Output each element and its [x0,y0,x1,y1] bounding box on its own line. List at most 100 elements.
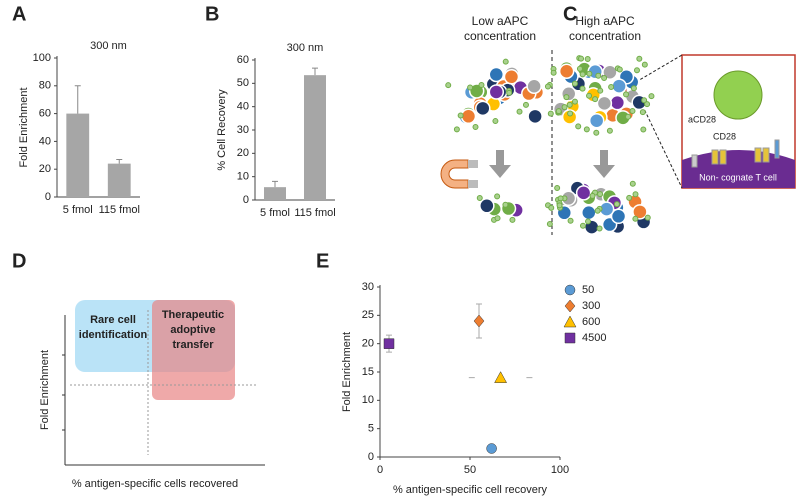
panel-letter: A [12,3,26,25]
bead [457,112,464,119]
inset-label: CD28 [713,131,736,141]
legend-marker [564,332,576,344]
bead [630,85,637,92]
bead [578,55,585,62]
bead [550,69,557,76]
y-axis-label: Fold Enrichment [39,350,51,430]
bead [595,72,602,79]
bead [636,55,643,62]
cell [503,69,520,85]
arrow [593,150,615,178]
bead [623,91,630,98]
bead [453,126,460,133]
y-tick-label: 25 [362,309,374,321]
bead [633,67,640,74]
point [473,314,485,328]
x-axis-label: % antigen-specific cells recovered [72,478,238,490]
panel-letter: D [12,250,26,272]
bead [476,194,483,201]
cell [479,198,495,214]
x-axis-label: % antigen-specific cell recovery [393,484,548,496]
bead [594,207,601,214]
y-tick-label: 30 [237,124,249,136]
y-tick-label: 30 [362,281,374,293]
bead [472,123,479,130]
bead [629,107,636,114]
ticks [62,354,65,431]
bead [567,110,574,117]
bar [107,163,131,197]
bead [641,97,648,104]
panel-letter: B [205,3,219,25]
y-tick-label: 60 [39,108,51,120]
cell [611,78,627,94]
cell [561,109,578,125]
y-tick-label: 10 [237,171,249,183]
bead [544,83,551,90]
column-label: concentration [464,29,536,43]
error-bar [312,67,318,76]
bead [601,74,608,81]
bead [586,70,593,77]
bead [576,65,583,72]
region-label: Therapeutic [162,309,224,321]
cell [596,95,613,112]
bead [592,96,599,103]
legend-marker [564,299,576,313]
bead [613,201,620,208]
bead [629,180,636,187]
legend-label: 600 [582,316,600,328]
y-tick-label: 80 [39,80,51,92]
bead [644,214,651,221]
y-tick-label: 20 [362,338,374,350]
cell [488,66,505,83]
aapc [713,70,763,120]
cell [581,204,597,221]
cell [527,108,543,125]
bead [597,191,604,198]
cell [558,63,575,80]
x-tick-label: 5 fmol [260,207,290,219]
point [494,371,508,383]
bead [641,61,648,68]
chart-title: 300 nm [90,40,127,52]
bead [506,89,513,96]
column-label: concentration [569,29,641,43]
bar [304,75,326,200]
cell [588,112,605,129]
bead [608,83,615,90]
y-tick-label: 40 [39,135,51,147]
bar [264,187,286,200]
region-label: Rare cell [90,314,136,326]
cell [632,204,648,220]
x-tick-label: 100 [551,464,569,476]
y-tick-label: 60 [237,54,249,66]
cell [609,94,626,111]
bead [567,217,574,224]
region-therapeutic [152,300,235,400]
y-tick-label: 5 [368,423,374,435]
bead [548,204,555,211]
cell [575,185,592,201]
y-tick-label: 20 [39,163,51,175]
bar [66,113,90,197]
point [383,338,395,349]
bead [478,82,485,89]
panel-letter: E [316,250,329,272]
error-bar [272,180,278,188]
bead [557,195,564,202]
region-label: transfer [173,339,215,351]
bead [522,101,529,108]
bead [546,221,553,228]
cell [488,84,505,100]
point [486,443,497,454]
bead [494,193,501,200]
y-axis-label: % Cell Recovery [216,89,228,171]
error-bar [74,85,81,114]
x-tick-label: 50 [464,464,476,476]
bead [640,126,647,133]
bead [571,98,578,105]
bead [502,58,509,65]
error-bar [116,158,123,164]
